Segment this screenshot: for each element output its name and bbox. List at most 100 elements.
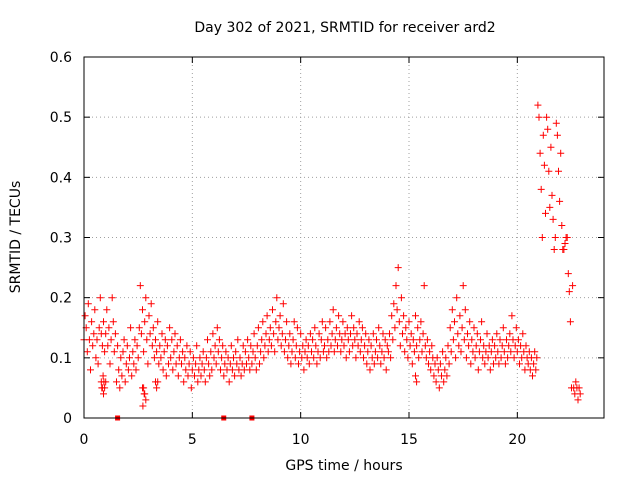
data-point: [259, 318, 267, 326]
data-point: [402, 324, 410, 332]
data-point: [444, 342, 452, 350]
data-point: [326, 318, 334, 326]
data-point: [533, 354, 541, 362]
data-point: [162, 372, 170, 380]
data-point: [374, 354, 382, 362]
data-point: [280, 348, 288, 356]
chart-title: Day 302 of 2021, SRMTID for receiver ard…: [194, 20, 495, 36]
data-point: [393, 306, 401, 314]
data-point: [561, 240, 569, 247]
data-point: [414, 324, 422, 332]
data-point: [356, 348, 364, 356]
data-point: [153, 348, 161, 356]
data-point: [192, 360, 200, 368]
y-tick-label: 0.6: [50, 50, 72, 66]
data-point: [104, 342, 112, 350]
data-point: [343, 324, 351, 332]
data-point: [452, 354, 460, 362]
data-point: [208, 366, 216, 374]
data-point: [415, 354, 423, 362]
data-point: [478, 318, 486, 326]
data-point: [510, 354, 518, 362]
data-point: [381, 336, 389, 344]
data-point: [182, 366, 190, 374]
data-point: [539, 131, 547, 139]
data-point: [557, 149, 565, 157]
data-point: [118, 372, 126, 380]
data-point: [460, 336, 468, 344]
data-point: [383, 342, 391, 350]
data-point: [274, 336, 282, 344]
data-point: [563, 234, 571, 241]
data-point: [416, 336, 424, 344]
data-point: [530, 360, 538, 368]
data-point: [270, 330, 278, 338]
data-point: [569, 282, 577, 290]
data-point: [244, 336, 252, 344]
data-point: [484, 354, 492, 362]
data-point: [313, 360, 321, 368]
data-point: [331, 336, 339, 344]
data-point: [263, 312, 271, 320]
data-point: [427, 366, 435, 374]
data-point: [273, 294, 281, 302]
data-point: [295, 360, 302, 368]
data-point: [362, 330, 370, 338]
data-point: [210, 354, 218, 362]
data-point: [84, 300, 92, 308]
data-point: [335, 312, 343, 320]
data-point: [285, 342, 293, 350]
data-point: [129, 348, 137, 356]
data-point: [98, 384, 106, 392]
data-point: [237, 372, 245, 380]
axes: 0 0.1 0.2 0.3 0.4 0.5 0.6 0 5 10 15 20: [50, 50, 604, 448]
data-point: [566, 318, 574, 326]
data-point: [413, 378, 421, 386]
data-point: [220, 372, 228, 380]
data-point: [92, 354, 100, 362]
data-point: [329, 306, 337, 314]
data-point: [360, 354, 367, 362]
data-point: [388, 312, 396, 320]
data-point: [157, 354, 165, 362]
data-point: [576, 390, 584, 398]
data-point: [468, 336, 476, 344]
data-point: [572, 378, 580, 386]
data-point: [430, 372, 438, 380]
data-point: [305, 360, 313, 368]
data-point: [447, 348, 455, 356]
data-point: [141, 318, 149, 326]
data-point: [449, 336, 457, 344]
data-point: [469, 348, 477, 356]
data-point: [445, 360, 453, 368]
data-point: [257, 348, 265, 356]
data-point: [90, 330, 98, 338]
data-point: [178, 360, 185, 368]
data-point: [189, 354, 197, 362]
data-point: [495, 360, 503, 368]
data-point: [332, 324, 340, 332]
data-point: [100, 378, 108, 386]
data-point: [552, 119, 560, 127]
data-point: [211, 342, 219, 350]
data-point: [501, 360, 509, 368]
data-point: [236, 354, 244, 362]
data-point: [475, 348, 483, 356]
data-point: [474, 366, 482, 374]
data-point: [425, 360, 432, 368]
data-point: [110, 348, 118, 356]
data-point: [234, 336, 242, 344]
data-point: [311, 324, 319, 332]
y-tick-label: 0: [63, 411, 72, 427]
data-point: [239, 342, 247, 350]
data-point: [279, 300, 287, 308]
data-point: [142, 294, 150, 302]
data-point: [123, 342, 131, 350]
data-point: [250, 330, 258, 338]
data-point: [194, 378, 202, 386]
data-point: [426, 348, 434, 356]
x-tick-label: 20: [508, 432, 526, 448]
data-point: [389, 336, 397, 344]
data-point: [338, 336, 346, 344]
data-point: [261, 342, 269, 350]
